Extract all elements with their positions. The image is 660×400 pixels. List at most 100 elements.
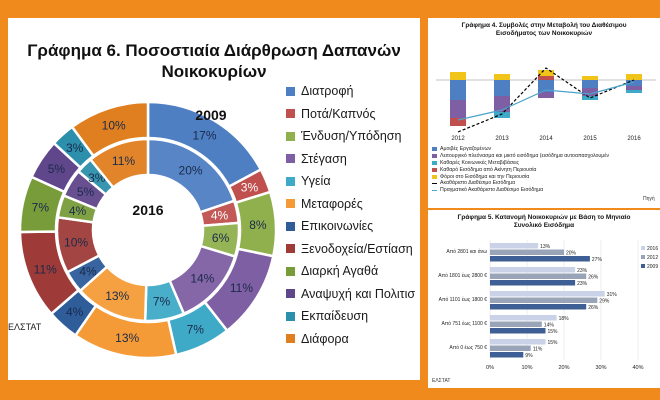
income-bar-3-2 <box>582 96 598 100</box>
income-title-line1: Γράφημα 4. Συμβολές στην Μεταβολή του Δι… <box>461 22 627 29</box>
donut-outer-label-9: 5% <box>48 162 66 176</box>
income-legend-item-5: Ακαθάριστο Διαθέσιμο Εισόδημα <box>432 180 609 187</box>
legend-item-1: Ποτά/Καπνός <box>286 107 376 121</box>
dist-bar-4-0 <box>490 339 546 345</box>
dist-legend-label-0: 2016 <box>647 246 658 252</box>
donut-source: ΕΛΣΤΑΤ <box>8 322 42 332</box>
legend-label: Διατροφή <box>301 84 354 98</box>
income-bar-0-0 <box>450 80 466 100</box>
dist-legend-swatch-2 <box>641 264 645 268</box>
income-legend-item-4: Φόροι στο Εισόδημα και την Περιουσία <box>432 173 609 180</box>
donut-outer-label-8: 7% <box>32 200 50 214</box>
dist-bar-label-0-2: 27% <box>592 257 603 263</box>
income-legend-swatch <box>432 154 437 159</box>
donut-chart: 17%3%8%11%7%13%4%11%7%5%3%10%20%4%6%14%7… <box>18 100 278 360</box>
donut-inner-label-8: 4% <box>69 204 87 218</box>
dist-bar-label-2-2: 26% <box>588 305 599 311</box>
dist-category-1: Από 1801 έως 2800 € <box>438 272 487 279</box>
dist-category-0: Από 2801 και άνω <box>446 248 487 255</box>
legend-item-7: Ξενοδοχεία/Εστίαση <box>286 242 413 256</box>
income-line-real <box>457 81 635 121</box>
donut-outer-label-10: 3% <box>66 141 84 155</box>
income-bar-3-1 <box>582 88 598 96</box>
donut-outer-label-3: 11% <box>230 281 253 295</box>
income-legend-label: Καθαρές Κοινωνικές Μεταβιβάσεις <box>440 159 520 166</box>
legend-swatch <box>286 109 295 118</box>
donut-outer-label-11: 10% <box>102 118 126 132</box>
legend-item-6: Επικοινωνίες <box>286 219 373 233</box>
income-legend-item-0: Αμοιβές Εργαζομένων <box>432 146 609 153</box>
dist-bar-3-1 <box>490 321 542 327</box>
donut-title-line1: Γράφημα 6. Ποσοστιαία Διάρθρωση Δαπανών <box>27 41 401 60</box>
dist-bar-label-0-0: 13% <box>540 244 551 250</box>
dist-bar-label-2-1: 29% <box>599 299 610 305</box>
income-legend-swatch <box>432 174 437 179</box>
dist-bar-4-2 <box>490 352 524 358</box>
dist-x-tick-4: 40% <box>632 365 643 371</box>
dist-bar-1-1 <box>490 273 587 279</box>
income-line-nominal <box>457 67 635 133</box>
dist-x-tick-3: 30% <box>595 365 606 371</box>
income-bar-3-3 <box>582 76 598 80</box>
income-legend-label: Καθαρό Εισόδημα από Ακίνητη Περιουσία <box>440 166 537 173</box>
dist-legend-swatch-1 <box>641 255 645 259</box>
income-bar-4-2 <box>626 86 642 90</box>
dist-bar-4-1 <box>490 345 531 351</box>
dist-legend-label-1: 2012 <box>647 255 658 261</box>
legend-item-10: Εκπαίδευση <box>286 309 368 323</box>
dist-bar-2-2 <box>490 304 587 310</box>
legend-item-0: Διατροφή <box>286 84 353 98</box>
dist-bar-3-0 <box>490 315 557 321</box>
income-legend-swatch <box>432 147 437 152</box>
income-bar-2-1 <box>538 76 554 80</box>
income-legend-swatch <box>432 182 437 184</box>
legend-item-3: Στέγαση <box>286 152 347 166</box>
year-label-inner: 2016 <box>132 202 163 218</box>
dist-bar-1-0 <box>490 267 576 273</box>
donut-chart-panel: Γράφημα 6. Ποσοστιαία Διάρθρωση Δαπανών … <box>8 18 420 380</box>
income-distribution-panel: Γράφημα 5. Κατανομή Νοικοκυριών με Βάση … <box>428 210 660 388</box>
income-legend-swatch <box>432 167 437 172</box>
income-legend-label: Ακαθάριστο Διαθέσιμο Εισόδημα <box>440 180 516 187</box>
legend-swatch <box>286 176 295 186</box>
donut-inner-label-9: 5% <box>77 185 95 199</box>
income-bar-1-3 <box>494 74 510 80</box>
legend-label: Μεταφορές <box>301 196 363 211</box>
donut-inner-label-5: 13% <box>105 289 129 303</box>
legend-swatch <box>286 266 295 276</box>
dist-bar-2-0 <box>490 291 605 297</box>
income-distribution-chart: 0% 10% 20% 30% 40% Από 2801 και άνω 13% 20% 27% Α… <box>432 240 658 384</box>
income-legend-label: Πραγματικό Ακαθάριστο Διαθέσιμο Εισόδημα <box>440 187 544 194</box>
income-bar-3-0 <box>582 80 598 88</box>
income-bar-0-3 <box>450 72 466 80</box>
income-x-tick-0: 2012 <box>451 136 465 142</box>
dist-bar-label-0-1: 20% <box>566 251 577 257</box>
income-contribution-chart: 2012 2013 2014 2015 2016 <box>436 67 656 142</box>
income-legend-swatch <box>432 160 437 165</box>
income-legend-swatch <box>432 189 437 191</box>
legend-label: Ξενοδοχεία/Εστίαση <box>301 241 413 256</box>
donut-outer-label-7: 11% <box>34 262 57 276</box>
dist-legend-swatch-0 <box>641 246 645 250</box>
legend-label: Ποτά/Καπνός <box>301 106 376 121</box>
dist-bar-label-4-0: 15% <box>548 340 559 346</box>
donut-inner-label-1: 4% <box>211 208 229 222</box>
legend-label: Υγεία <box>301 174 331 188</box>
donut-outer-label-6: 4% <box>66 305 84 319</box>
income-x-tick-3: 2015 <box>583 136 597 142</box>
legend-item-8: Διαρκή Αγαθά <box>286 264 378 278</box>
income-bar-0-1 <box>450 100 466 118</box>
dist-bar-3-2 <box>490 328 546 334</box>
donut-inner-slice-11 <box>88 137 150 190</box>
income-legend-item-3: Καθαρό Εισόδημα από Ακίνητη Περιουσία <box>432 166 609 173</box>
income-legend-label: Λειτουργικό πλεόνασμα και μικτό εισόδημα… <box>440 153 610 160</box>
income-bar-4-0 <box>626 74 642 80</box>
income-legend-label: Φόροι στο Εισόδημα και την Περιουσία <box>440 173 530 180</box>
donut-inner-label-2: 6% <box>212 231 230 245</box>
legend-label: Ένδυση/Υπόδηση <box>301 129 402 143</box>
donut-inner-label-11: 11% <box>112 154 135 168</box>
dist-bar-label-3-0: 18% <box>559 316 570 322</box>
income-x-tick-2: 2014 <box>539 136 553 142</box>
legend-swatch <box>286 289 295 298</box>
dist-category-2: Από 1101 έως 1800 € <box>439 296 488 303</box>
